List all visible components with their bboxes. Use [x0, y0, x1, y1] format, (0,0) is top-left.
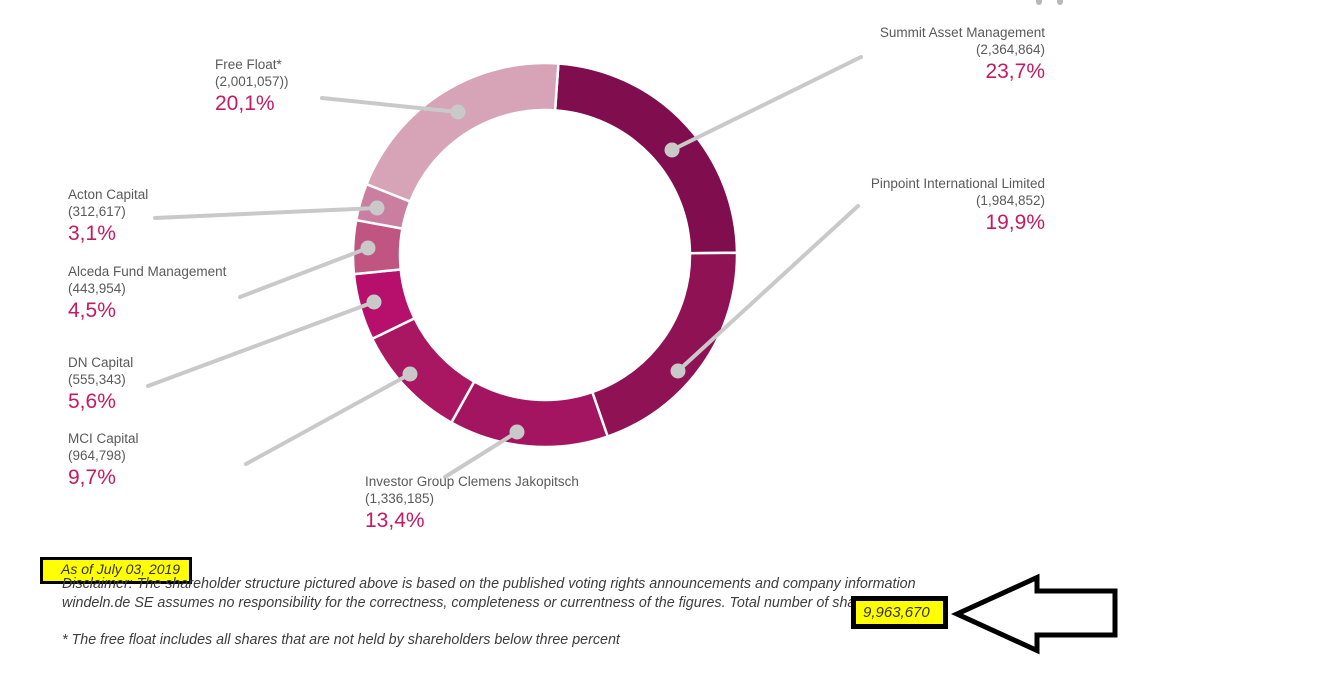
- segment-label-investor-group-clemens-jakopitsch: Investor Group Clemens Jakopitsch (1,336,…: [365, 473, 579, 533]
- leader-line: [443, 430, 519, 479]
- disclaimer-line-2: windeln.de SE assumes no responsibility …: [62, 595, 880, 611]
- segment-name: Pinpoint International Limited: [870, 176, 1045, 191]
- segment-percentage: 4,5%: [68, 299, 116, 322]
- donut-slice-summit-asset-management: [553, 62, 739, 255]
- clipped-text-fragment: [1036, 0, 1042, 5]
- segment-percentage: 9,7%: [68, 466, 116, 489]
- segment-percentage: 19,9%: [985, 211, 1045, 234]
- segment-label-alceda-fund-management: Alceda Fund Management (443,954) 4,5%: [68, 263, 226, 323]
- segment-name: Acton Capital: [68, 187, 149, 202]
- segment-share-count: (1,336,185): [365, 491, 435, 506]
- segment-percentage: 13,4%: [365, 509, 425, 532]
- donut-slice-mci-capital: [370, 316, 476, 425]
- clipped-text-fragment: [1057, 0, 1063, 5]
- segment-share-count: (964,798): [68, 448, 126, 463]
- disclaimer-line-1: Disclaimer: The shareholder structure pi…: [62, 576, 916, 592]
- segment-share-count: (443,954): [68, 281, 126, 296]
- segment-name: MCI Capital: [68, 431, 139, 446]
- donut-slice-investor-group-clemens-jakopitsch: [449, 379, 610, 449]
- leader-line: [146, 300, 376, 388]
- segment-percentage: 20,1%: [215, 92, 275, 115]
- leader-dot: [360, 240, 376, 256]
- leader-line: [153, 206, 379, 220]
- leader-dot: [369, 200, 385, 216]
- leader-line: [670, 55, 863, 152]
- leader-dot: [402, 366, 418, 382]
- segment-label-mci-capital: MCI Capital (964,798) 9,7%: [68, 430, 139, 490]
- segment-percentage: 23,7%: [985, 60, 1045, 83]
- total-shares-value: 9,963,670: [863, 604, 930, 621]
- leader-dot: [366, 294, 382, 310]
- leader-line: [244, 372, 412, 466]
- donut-slice-pinpoint-international-limited: [590, 251, 739, 439]
- leader-dot: [664, 142, 680, 158]
- segment-name: Summit Asset Management: [879, 25, 1045, 40]
- as-of-date-highlight: As of July 03, 2019: [40, 557, 193, 584]
- leader-line: [320, 96, 460, 114]
- free-float-footnote: * The free float includes all shares tha…: [62, 632, 620, 648]
- segment-name: Alceda Fund Management: [68, 264, 227, 279]
- leader-dot: [450, 104, 466, 120]
- segment-share-count: (2,001,057)): [215, 74, 289, 89]
- segment-label-summit-asset-management: Summit Asset Management (2,364,864) 23,7%: [880, 24, 1045, 84]
- leader-line: [238, 246, 370, 299]
- leader-line: [676, 204, 860, 373]
- segment-share-count: (312,617): [68, 204, 126, 219]
- segment-percentage: 3,1%: [68, 222, 116, 245]
- segment-name: Investor Group Clemens Jakopitsch: [365, 474, 579, 489]
- arrow-annotation-icon: [950, 573, 1118, 655]
- segment-name: DN Capital: [68, 355, 134, 370]
- donut-slice-free-float: [364, 61, 560, 204]
- as-of-date-text: As of July 03, 2019: [61, 561, 181, 577]
- segment-share-count: (1,984,852): [975, 193, 1045, 208]
- segment-percentage: 5,6%: [68, 390, 116, 413]
- segment-label-free-float: Free Float* (2,001,057)) 20,1%: [215, 56, 289, 116]
- segment-share-count: (2,364,864): [975, 42, 1045, 57]
- segment-label-pinpoint-international-limited: Pinpoint International Limited (1,984,852…: [871, 175, 1045, 235]
- segment-share-count: (555,343): [68, 372, 126, 387]
- leader-dot: [670, 363, 686, 379]
- segment-name: Free Float*: [215, 57, 282, 72]
- total-shares-highlight: 9,963,670: [851, 596, 948, 629]
- leader-dot: [509, 424, 525, 440]
- segment-label-acton-capital: Acton Capital (312,617) 3,1%: [68, 186, 148, 246]
- segment-label-dn-capital: DN Capital (555,343) 5,6%: [68, 354, 133, 414]
